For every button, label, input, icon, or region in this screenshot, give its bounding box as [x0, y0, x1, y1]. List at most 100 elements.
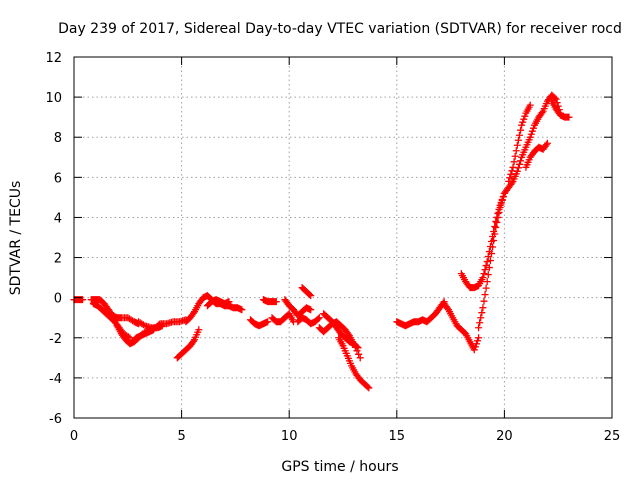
data-point [520, 115, 528, 123]
data-point [518, 121, 526, 129]
series-s11 [259, 296, 280, 306]
data-point [498, 196, 506, 204]
data-point [483, 278, 491, 286]
y-tick-label: -6 [49, 412, 62, 427]
data-point [508, 167, 516, 175]
data-point [565, 113, 573, 121]
series-s19 [393, 298, 448, 330]
y-tick-label: 8 [54, 131, 62, 146]
data-point [527, 130, 535, 138]
x-tick-label: 15 [389, 429, 406, 444]
series-s23 [505, 101, 534, 185]
data-point [482, 284, 490, 292]
data-point [314, 315, 322, 323]
data-point [497, 200, 505, 208]
data-point [480, 270, 488, 278]
data-point [477, 314, 485, 322]
series-s25 [548, 97, 573, 121]
data-point [487, 250, 495, 258]
data-point [353, 343, 361, 351]
x-tick-label: 5 [177, 429, 185, 444]
series-s18 [335, 334, 373, 392]
data-point [471, 343, 479, 351]
y-tick-label: 2 [54, 252, 62, 267]
y-tick-label: -2 [49, 332, 62, 347]
data-point [356, 354, 364, 362]
data-point [515, 160, 523, 168]
data-point [479, 304, 487, 312]
data-point [492, 223, 500, 231]
data-point [508, 179, 516, 187]
data-point [475, 334, 483, 342]
data-point [521, 112, 529, 120]
data-point [225, 298, 233, 306]
data-marks [70, 91, 573, 392]
data-point [490, 237, 498, 245]
data-point [491, 230, 499, 238]
data-point [480, 297, 488, 305]
y-tick-label: 6 [54, 171, 62, 186]
data-point [272, 298, 280, 306]
axis-ticks: 0 5 10 15 20 25 -6 -4 -2 0 2 4 6 8 10 12 [45, 51, 620, 444]
data-point [492, 217, 500, 225]
data-point [551, 94, 559, 102]
data-point [506, 174, 514, 182]
series-s24 [522, 139, 551, 171]
data-point [238, 306, 246, 314]
data-point [517, 157, 525, 165]
data-point [315, 314, 323, 322]
data-point [517, 126, 525, 134]
data-point [484, 271, 492, 279]
data-point [355, 350, 363, 358]
series-s13 [281, 296, 315, 320]
data-point [491, 222, 499, 230]
data-point [513, 141, 521, 149]
data-point [528, 127, 536, 135]
y-axis-label: SDTVAR / TECUs [8, 181, 24, 296]
data-point [512, 147, 520, 155]
plot-frame [73, 56, 613, 419]
data-point [472, 340, 480, 348]
data-point [495, 208, 503, 216]
series-s17 [320, 310, 362, 352]
y-tick-label: -4 [49, 372, 62, 387]
data-point [486, 257, 494, 265]
data-point [79, 296, 87, 304]
data-point [510, 158, 518, 166]
data-point [481, 266, 489, 274]
series-s3 [89, 300, 134, 342]
data-point [529, 124, 537, 132]
series-s15 [294, 314, 323, 328]
data-point [481, 291, 489, 299]
data-point [476, 319, 484, 327]
data-point [489, 243, 497, 251]
x-tick-label: 10 [281, 429, 298, 444]
y-tick-label: 0 [54, 292, 62, 307]
data-point [552, 95, 560, 103]
data-point [483, 258, 491, 266]
series-s14 [298, 284, 315, 300]
data-point [189, 309, 197, 317]
data-point [264, 318, 272, 326]
series-s9 [203, 296, 233, 310]
data-point [470, 346, 478, 354]
data-point [493, 218, 501, 226]
data-point [478, 309, 486, 317]
data-point [543, 139, 551, 147]
series-s12 [268, 310, 298, 326]
grid [74, 57, 612, 418]
data-point [189, 337, 197, 345]
data-point [474, 337, 481, 345]
x-tick-label: 20 [496, 429, 513, 444]
x-tick-label: 25 [604, 429, 621, 444]
data-point [515, 131, 523, 139]
data-point [505, 177, 513, 185]
data-point [538, 109, 546, 117]
data-point [306, 291, 314, 299]
data-point [496, 203, 504, 211]
data-point [509, 163, 517, 171]
data-point [494, 213, 502, 221]
data-point [519, 118, 527, 126]
data-point [485, 264, 493, 272]
